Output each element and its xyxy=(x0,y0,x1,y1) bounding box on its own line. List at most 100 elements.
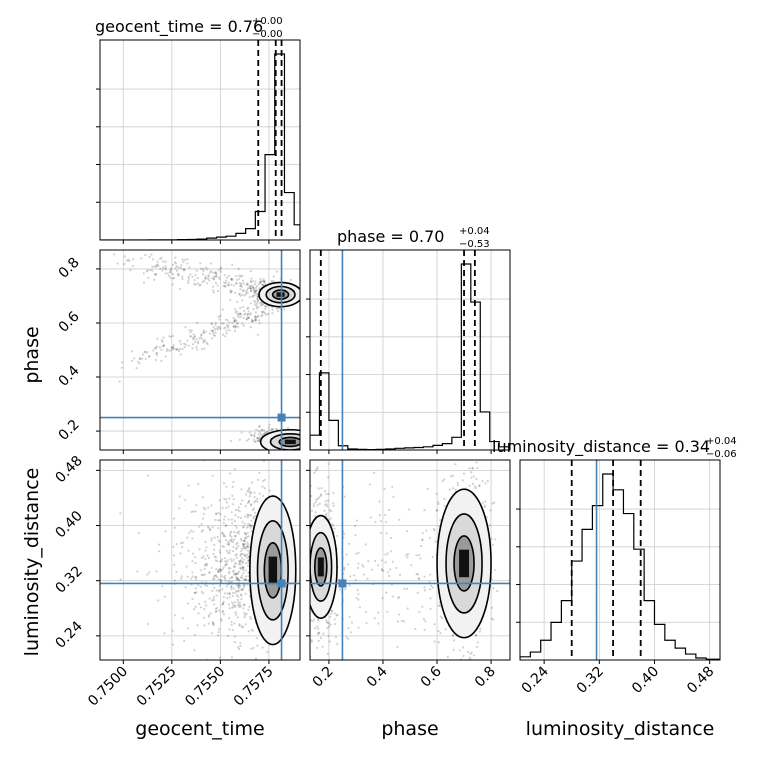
scatter-point xyxy=(247,561,250,564)
scatter-point xyxy=(357,598,360,601)
scatter-point xyxy=(224,592,227,595)
scatter-point xyxy=(253,291,256,294)
scatter-point xyxy=(326,499,330,502)
scatter-point xyxy=(239,306,242,310)
scatter-point xyxy=(201,273,205,276)
scatter-point xyxy=(187,281,190,284)
title-geocent-time: geocent_time = 0.76 xyxy=(95,17,263,37)
scatter-point xyxy=(327,625,330,628)
scatter-point xyxy=(153,265,156,268)
scatter-point xyxy=(302,583,304,585)
scatter-point xyxy=(396,620,400,623)
scatter-point xyxy=(318,502,321,505)
scatter-point xyxy=(257,429,260,432)
scatter-point xyxy=(206,282,209,285)
title-geocent-time-minus: −0.00 xyxy=(252,29,283,40)
scatter-point xyxy=(306,622,308,624)
scatter-point xyxy=(236,322,239,325)
scatter-point xyxy=(204,277,207,280)
scatter-point xyxy=(213,543,216,546)
scatter-point xyxy=(257,299,260,302)
x-tick-label: 0.6 xyxy=(418,663,445,690)
scatter-point xyxy=(219,568,222,572)
scatter-point xyxy=(237,590,240,593)
scatter-point xyxy=(228,617,231,620)
scatter-point xyxy=(239,644,242,647)
scatter-point xyxy=(461,646,465,649)
scatter-point xyxy=(421,538,424,541)
scatter-point xyxy=(237,604,240,607)
scatter-point xyxy=(232,605,235,608)
scatter-point xyxy=(233,519,236,523)
scatter-point xyxy=(234,573,237,576)
scatter-point xyxy=(217,570,220,573)
scatter-point xyxy=(254,318,258,321)
scatter-point xyxy=(192,552,195,555)
scatter-point xyxy=(190,510,193,514)
scatter-point xyxy=(241,520,244,523)
scatter-point xyxy=(251,629,254,632)
scatter-point xyxy=(241,560,244,564)
scatter-point xyxy=(254,289,257,292)
scatter-point xyxy=(186,662,188,664)
scatter-point xyxy=(167,274,171,278)
scatter-point xyxy=(222,522,225,525)
scatter-point xyxy=(227,540,230,543)
scatter-point xyxy=(187,344,190,347)
scatter-point xyxy=(310,639,313,642)
scatter-point xyxy=(189,273,192,276)
scatter-point xyxy=(228,628,231,631)
scatter-point xyxy=(261,311,264,314)
scatter-point xyxy=(171,263,175,266)
scatter-point xyxy=(235,282,238,286)
scatter-point xyxy=(239,576,242,579)
scatter-point xyxy=(326,505,329,508)
scatter-point xyxy=(138,362,141,365)
scatter-point xyxy=(250,628,253,631)
scatter-point xyxy=(243,531,246,535)
scatter-point xyxy=(304,434,306,436)
scatter-point xyxy=(231,592,235,595)
scatter-point xyxy=(243,616,246,619)
scatter-point xyxy=(186,627,189,630)
scatter-point xyxy=(373,471,376,475)
scatter-point xyxy=(234,318,237,321)
scatter-point xyxy=(256,333,259,336)
ylabel-luminosity-distance: luminosity_distance xyxy=(21,468,43,657)
scatter-point xyxy=(251,280,255,283)
scatter-point xyxy=(470,471,473,474)
scatter-point xyxy=(229,567,232,570)
scatter-point xyxy=(302,601,304,603)
scatter-point xyxy=(199,267,203,270)
scatter-point xyxy=(312,618,316,621)
scatter-point xyxy=(231,628,234,632)
scatter-point xyxy=(338,588,341,591)
scatter-point xyxy=(325,503,328,506)
scatter-point xyxy=(155,273,158,276)
scatter-point xyxy=(193,336,196,339)
scatter-point xyxy=(239,502,243,506)
scatter-point xyxy=(202,267,205,271)
title-phase-minus: −0.53 xyxy=(459,239,490,250)
scatter-point xyxy=(349,631,353,634)
scatter-point xyxy=(173,579,176,582)
scatter-point xyxy=(470,651,473,654)
scatter-point xyxy=(406,607,409,610)
scatter-point xyxy=(209,271,212,274)
scatter-point xyxy=(237,532,240,535)
scatter-point xyxy=(218,499,221,502)
scatter-point xyxy=(354,578,357,581)
scatter-point xyxy=(416,591,419,595)
scatter-point xyxy=(242,547,246,550)
tick-labels: 0.7500 0.7525 0.7550 0.7575 0.2 0.4 0.6 0.8 0.24… xyxy=(52,240,717,709)
scatter-point xyxy=(147,474,150,477)
scatter-point xyxy=(228,592,231,596)
scatter-point xyxy=(254,440,257,443)
scatter-point xyxy=(172,554,176,557)
scatter-point xyxy=(169,270,172,273)
scatter-point xyxy=(208,571,211,575)
scatter-point xyxy=(423,586,426,589)
scatter-point xyxy=(319,636,323,640)
scatter-point xyxy=(207,274,210,277)
scatter-point xyxy=(154,272,157,276)
